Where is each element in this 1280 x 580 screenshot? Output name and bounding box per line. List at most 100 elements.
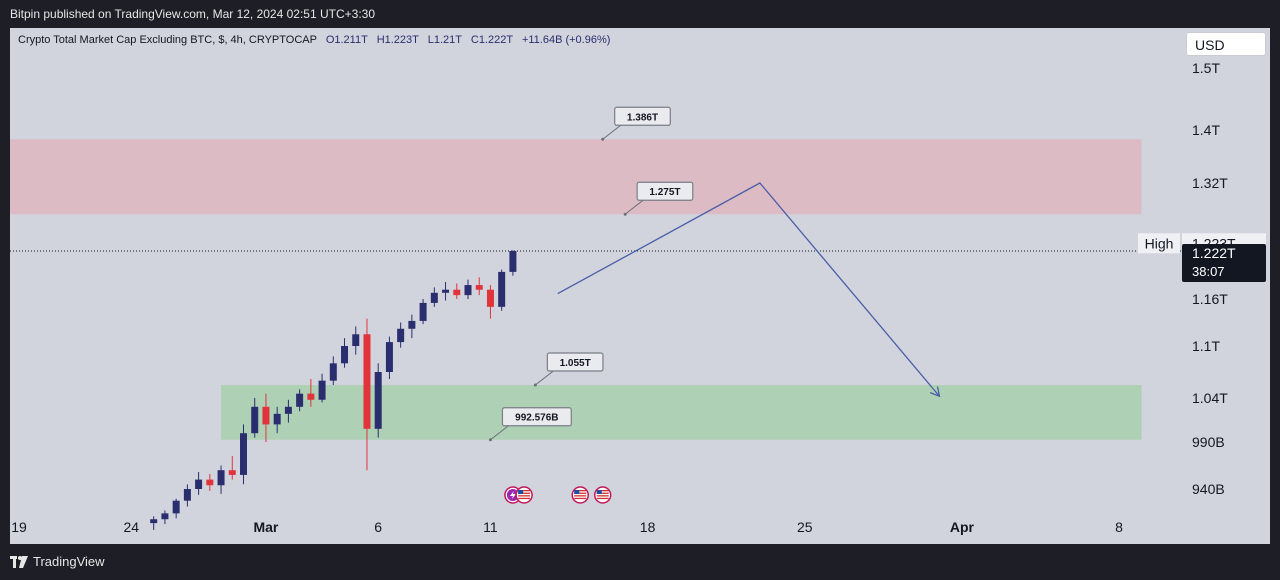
candle (195, 472, 203, 495)
candle-body (374, 372, 382, 429)
candle-body (240, 433, 247, 475)
price-callout: 1.275T (623, 181, 694, 216)
candle (150, 516, 158, 530)
price-callout-label: 1.275T (649, 187, 680, 198)
candle (408, 314, 416, 339)
y-tick-label: 1.5T (1192, 60, 1220, 76)
candle-body (251, 406, 259, 434)
x-tick-label: Mar (253, 519, 278, 535)
price-callout-box (546, 352, 604, 372)
footer: TradingView (0, 544, 1280, 580)
chart-legend: Crypto Total Market Cap Excluding BTC, $… (18, 34, 610, 46)
candle (486, 285, 494, 319)
supply-zone (10, 139, 1142, 215)
candle (475, 277, 483, 296)
price-callout: 992.576B (488, 407, 572, 442)
chart-svg[interactable]: 1.386T 1.275T 1.055T 992.576B 1.5T 1.4T 1.32T… (10, 28, 1270, 544)
published-text: Bitpin published on TradingView.com, Mar… (10, 7, 376, 21)
x-tick-label: 8 (1115, 519, 1123, 535)
candle-body (307, 393, 315, 400)
candle (183, 484, 191, 507)
candle-body (183, 489, 191, 501)
projection-line (557, 182, 940, 397)
published-header: Bitpin published on TradingView.com, Mar… (0, 0, 1280, 28)
candle-body (397, 328, 405, 343)
candle-body (172, 500, 180, 514)
candle-body (341, 346, 349, 364)
candle-body (453, 289, 461, 296)
candle-body (284, 406, 292, 414)
projection-layer (557, 182, 941, 398)
price-callout-label: 992.576B (515, 413, 558, 424)
last-price-value: 1.222T (1192, 245, 1236, 261)
legend-high: H1.223T (376, 34, 419, 46)
price-callout-box (501, 407, 572, 427)
legend-open: O1.211T (325, 34, 368, 46)
candle-body (475, 285, 483, 290)
x-tick-label: 24 (123, 519, 139, 535)
price-callout-box (636, 181, 694, 201)
candle (374, 363, 382, 438)
legend-change: +11.64B (+0.96%) (521, 34, 611, 46)
candle-body (363, 334, 371, 429)
y-tick-label: 1.4T (1192, 122, 1220, 138)
y-tick-label: 940B (1192, 481, 1225, 497)
x-tick-label: 18 (640, 519, 656, 535)
candle-body (206, 479, 214, 486)
candle (329, 356, 337, 385)
demand-zone (221, 385, 1142, 440)
price-callout-box (614, 106, 671, 126)
candle-body (161, 513, 169, 520)
candle (509, 250, 517, 276)
candle (262, 393, 270, 442)
tradingview-logo-icon (10, 556, 28, 568)
candle (498, 269, 506, 311)
candle (172, 498, 180, 519)
price-callout: 1.386T (601, 106, 671, 141)
candle (240, 424, 247, 485)
price-axis: 1.5T 1.4T 1.32T 1.16T 1.1T 1.04T 990B 940B (1182, 28, 1270, 544)
candle (284, 399, 292, 423)
events-layer (504, 486, 612, 504)
candle (363, 318, 371, 471)
candle-body (486, 289, 494, 307)
candle (296, 389, 304, 412)
candle-body (430, 292, 438, 303)
candle (161, 510, 169, 525)
candle-body (228, 470, 236, 475)
candle-body (329, 363, 337, 381)
legend-symbol: Crypto Total Market Cap Excluding BTC, $… (18, 34, 317, 46)
candle-body (296, 393, 304, 407)
candle-body (509, 251, 517, 272)
candle-body (419, 302, 427, 321)
chart-frame[interactable]: 1.386T 1.275T 1.055T 992.576B 1.5T 1.4T 1.32T… (10, 28, 1270, 544)
candle (464, 279, 472, 299)
candle (385, 336, 393, 379)
last-price-box (1182, 244, 1266, 282)
footer-brand: TradingView (33, 554, 105, 569)
candle-body (318, 380, 326, 400)
candle (251, 398, 259, 438)
x-tick-label: 11 (483, 519, 498, 535)
price-callout-label: 1.386T (627, 112, 658, 123)
time-axis: 19 24 Mar 6 11 18 25 Apr 8 (11, 519, 1123, 535)
candle-body (408, 320, 416, 329)
candle (228, 456, 236, 480)
currency-selector[interactable]: USD (1186, 32, 1266, 56)
candle (453, 283, 461, 299)
y-tick-label: 1.32T (1192, 175, 1228, 191)
candle (318, 373, 326, 403)
candle-body (217, 470, 225, 486)
x-tick-label: Apr (950, 519, 975, 535)
projection-arrowhead (929, 386, 941, 398)
high-label-box (1138, 233, 1180, 254)
legend-low: L1.21T (427, 34, 462, 46)
candle-body (262, 406, 270, 425)
x-tick-label: 25 (797, 519, 813, 535)
us-flag-event-icon (593, 486, 612, 504)
candle (341, 338, 349, 368)
bar-countdown: 38:07 (1192, 264, 1225, 279)
candle (307, 378, 315, 407)
candle-body (195, 479, 203, 489)
